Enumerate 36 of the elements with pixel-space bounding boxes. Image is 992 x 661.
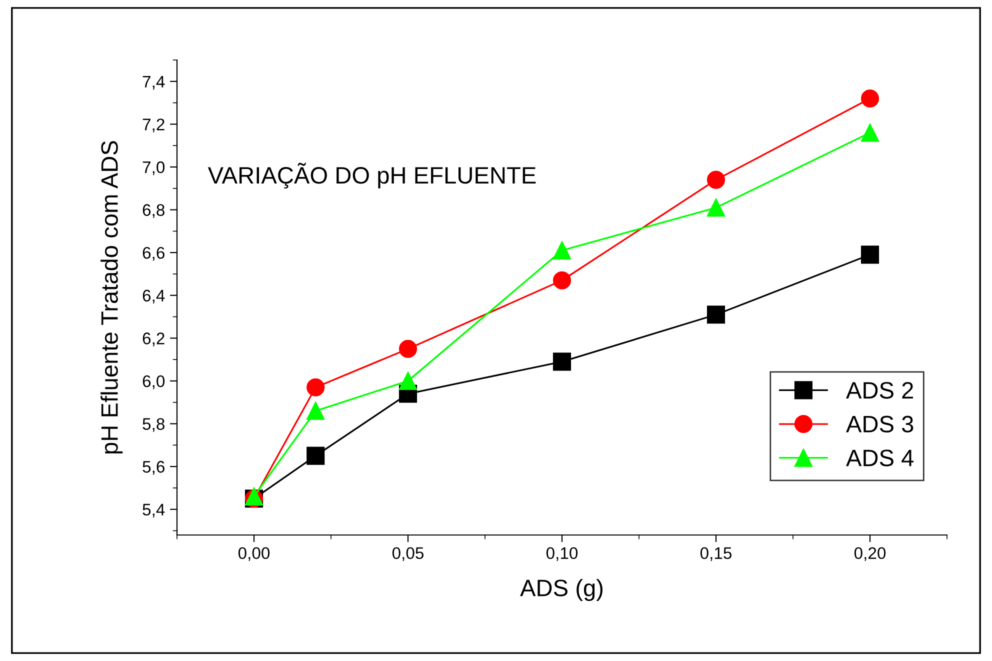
- point: [306, 378, 325, 396]
- y-tick-label: 6,6: [142, 246, 164, 261]
- point: [552, 352, 572, 371]
- x-axis-title: ADS (g): [520, 579, 603, 602]
- x-tick-label: 0,20: [854, 547, 886, 562]
- legend-label: ADS 4: [846, 450, 914, 466]
- point: [860, 124, 880, 142]
- point: [398, 340, 418, 358]
- y-tick-label: 6,8: [142, 204, 164, 218]
- annotation: VARIAÇÃO DO pH EFLUENTE: [208, 162, 536, 189]
- y-tick-label: 6,2: [142, 332, 164, 346]
- point: [706, 170, 726, 189]
- y-tick-label: 6,0: [142, 375, 165, 390]
- point: [306, 446, 325, 465]
- point: [860, 89, 880, 108]
- point: [706, 306, 726, 324]
- point: [706, 198, 726, 217]
- legend-label: ADS 3: [846, 416, 914, 433]
- x-tick-label: 0,15: [700, 547, 732, 562]
- y-tick-label: 6,4: [142, 290, 165, 304]
- point: [552, 241, 572, 260]
- y-tick-label: 5,6: [142, 460, 164, 475]
- y-tick-label: 7,0: [142, 161, 165, 176]
- point: [398, 372, 418, 390]
- y-axis-title: pH Efluente Tratado com ADS: [100, 141, 123, 454]
- point: [306, 402, 325, 420]
- x-tick-label: 0,10: [546, 547, 578, 562]
- point: [552, 271, 572, 290]
- point: [860, 246, 880, 264]
- legend-label: ADS 2: [846, 382, 914, 399]
- x-tick-label: 0,05: [392, 547, 424, 562]
- y-tick-label: 5,4: [142, 504, 165, 518]
- y-tick-label: 7,4: [142, 76, 165, 90]
- x-tick-label: 0,00: [238, 547, 270, 562]
- y-tick-label: 5,8: [142, 418, 164, 432]
- y-tick-label: 7,2: [142, 118, 164, 132]
